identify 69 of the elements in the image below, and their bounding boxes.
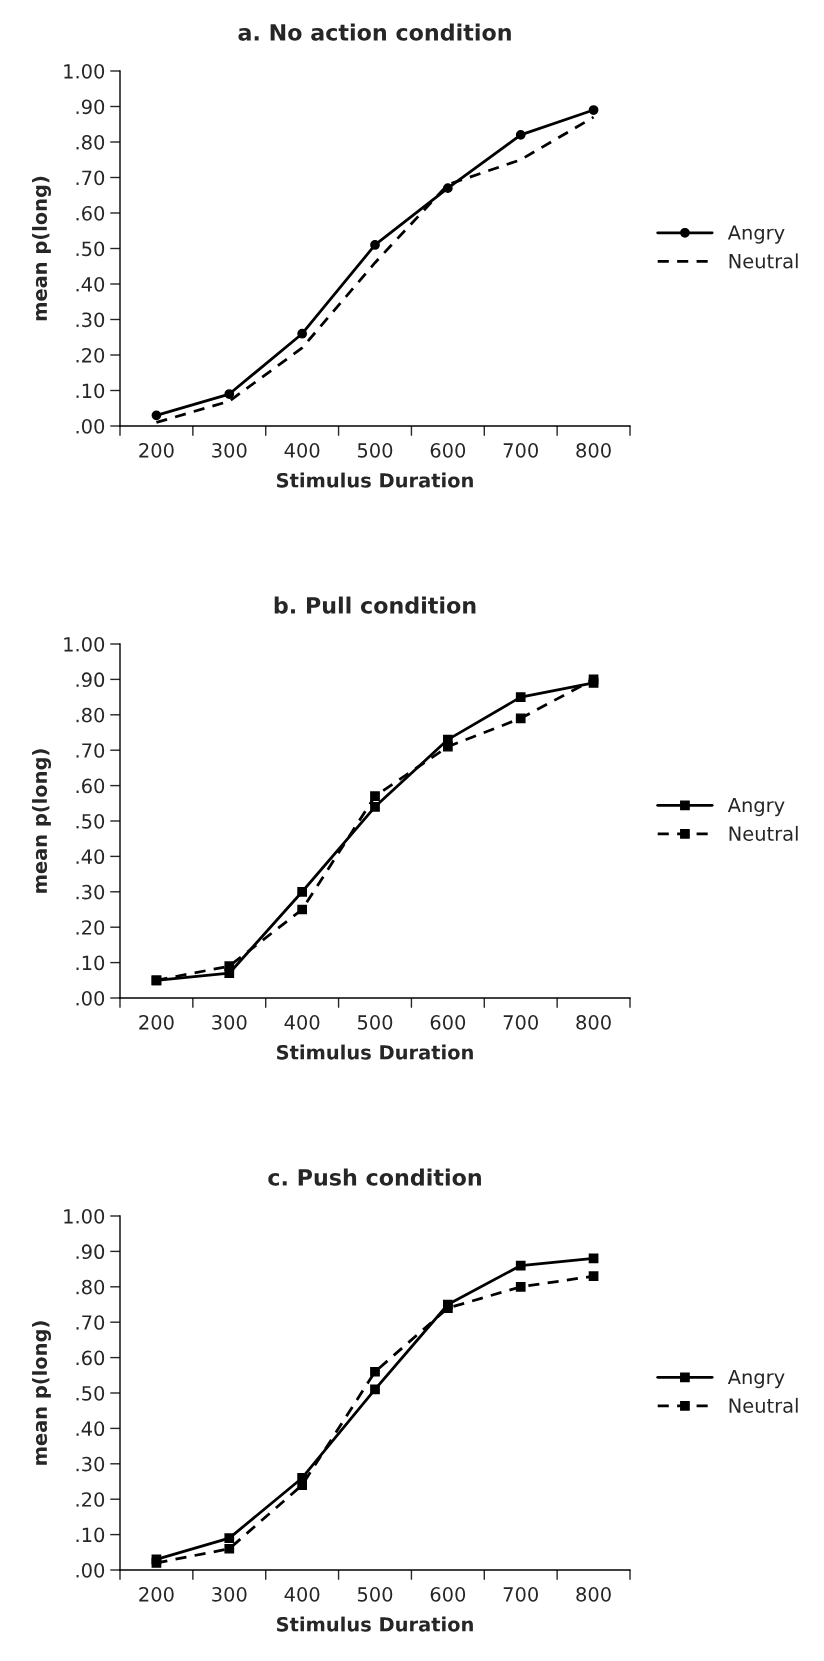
- y-tick-label: .70: [76, 1315, 105, 1330]
- x-tick-label: 600: [430, 1587, 466, 1602]
- y-tick-label: .80: [76, 707, 105, 723]
- chart-title: b. Pull condition: [274, 596, 476, 614]
- legend-label: Angry: [727, 1369, 785, 1389]
- x-tick-label: 300: [212, 443, 247, 458]
- x-tick-label: 600: [430, 1015, 466, 1030]
- x-tick-label: 500: [357, 443, 393, 458]
- chart-title: c. Push condition: [268, 1168, 481, 1186]
- x-axis-title: Stimulus Duration: [277, 1044, 473, 1060]
- x-tick-label: 500: [357, 1015, 393, 1030]
- y-tick-label: .90: [76, 99, 105, 115]
- y-tick-label: .10: [76, 383, 105, 399]
- y-axis-title: mean p(long): [32, 1321, 52, 1465]
- y-tick-label: .00: [76, 1562, 105, 1578]
- y-tick-label: .70: [76, 170, 105, 186]
- x-tick-label: 200: [139, 443, 174, 458]
- y-tick-label: .40: [76, 849, 105, 865]
- x-tick-label: 700: [503, 1587, 538, 1602]
- y-tick-label: .20: [76, 920, 105, 935]
- x-tick-label: 300: [212, 1587, 247, 1602]
- x-tick-label: 800: [576, 1587, 611, 1602]
- y-tick-label: .60: [76, 778, 105, 794]
- chart-title: a. No action condition: [238, 23, 511, 41]
- legend-label: Angry: [727, 225, 785, 244]
- y-tick-label: .20: [76, 1492, 105, 1507]
- y-tick-label: .00: [76, 418, 105, 434]
- y-tick-label: .60: [76, 1350, 105, 1366]
- x-tick-label: 700: [503, 443, 538, 458]
- legend-label: Neutral: [729, 253, 798, 269]
- y-tick-label: .50: [76, 1385, 105, 1401]
- y-tick-label: .90: [76, 672, 105, 688]
- x-tick-label: 300: [212, 1015, 247, 1030]
- y-tick-label: .90: [76, 1244, 105, 1260]
- y-tick-label: .70: [76, 743, 105, 758]
- y-tick-label: 1.00: [64, 1208, 105, 1224]
- x-tick-label: 200: [139, 1015, 174, 1030]
- x-tick-label: 700: [503, 1015, 538, 1030]
- y-tick-label: .80: [76, 134, 105, 150]
- y-tick-label: 1.00: [64, 63, 105, 79]
- x-tick-label: 200: [139, 1587, 174, 1602]
- y-axis-title: mean p(long): [32, 749, 52, 893]
- y-tick-label: .30: [76, 884, 105, 900]
- y-tick-label: .10: [76, 955, 105, 971]
- legend-label: Neutral: [729, 825, 798, 841]
- legend-label: Neutral: [729, 1397, 798, 1413]
- legend-label: Angry: [727, 797, 785, 817]
- x-axis-title: Stimulus Duration: [277, 472, 473, 488]
- y-tick-label: .40: [76, 1421, 105, 1437]
- y-tick-label: .00: [76, 990, 105, 1006]
- y-tick-label: .80: [76, 1279, 105, 1295]
- y-tick-label: .30: [76, 312, 105, 328]
- y-tick-label: 1.00: [64, 636, 105, 652]
- y-tick-label: .40: [76, 276, 105, 292]
- y-tick-label: .30: [76, 1456, 105, 1472]
- x-tick-label: 400: [284, 1587, 320, 1602]
- y-tick-label: .10: [76, 1527, 105, 1543]
- y-tick-label: .50: [76, 241, 105, 257]
- x-tick-label: 600: [430, 443, 466, 458]
- x-tick-label: 800: [576, 443, 611, 458]
- y-tick-label: .20: [76, 347, 105, 363]
- x-tick-label: 500: [357, 1587, 393, 1602]
- x-tick-label: 800: [576, 1015, 611, 1030]
- y-axis-title: mean p(long): [32, 176, 52, 321]
- y-tick-label: .50: [76, 813, 105, 829]
- x-tick-label: 400: [284, 443, 320, 458]
- x-tick-label: 400: [284, 1015, 320, 1030]
- x-axis-title: Stimulus Duration: [277, 1616, 473, 1632]
- y-tick-label: .60: [76, 205, 105, 221]
